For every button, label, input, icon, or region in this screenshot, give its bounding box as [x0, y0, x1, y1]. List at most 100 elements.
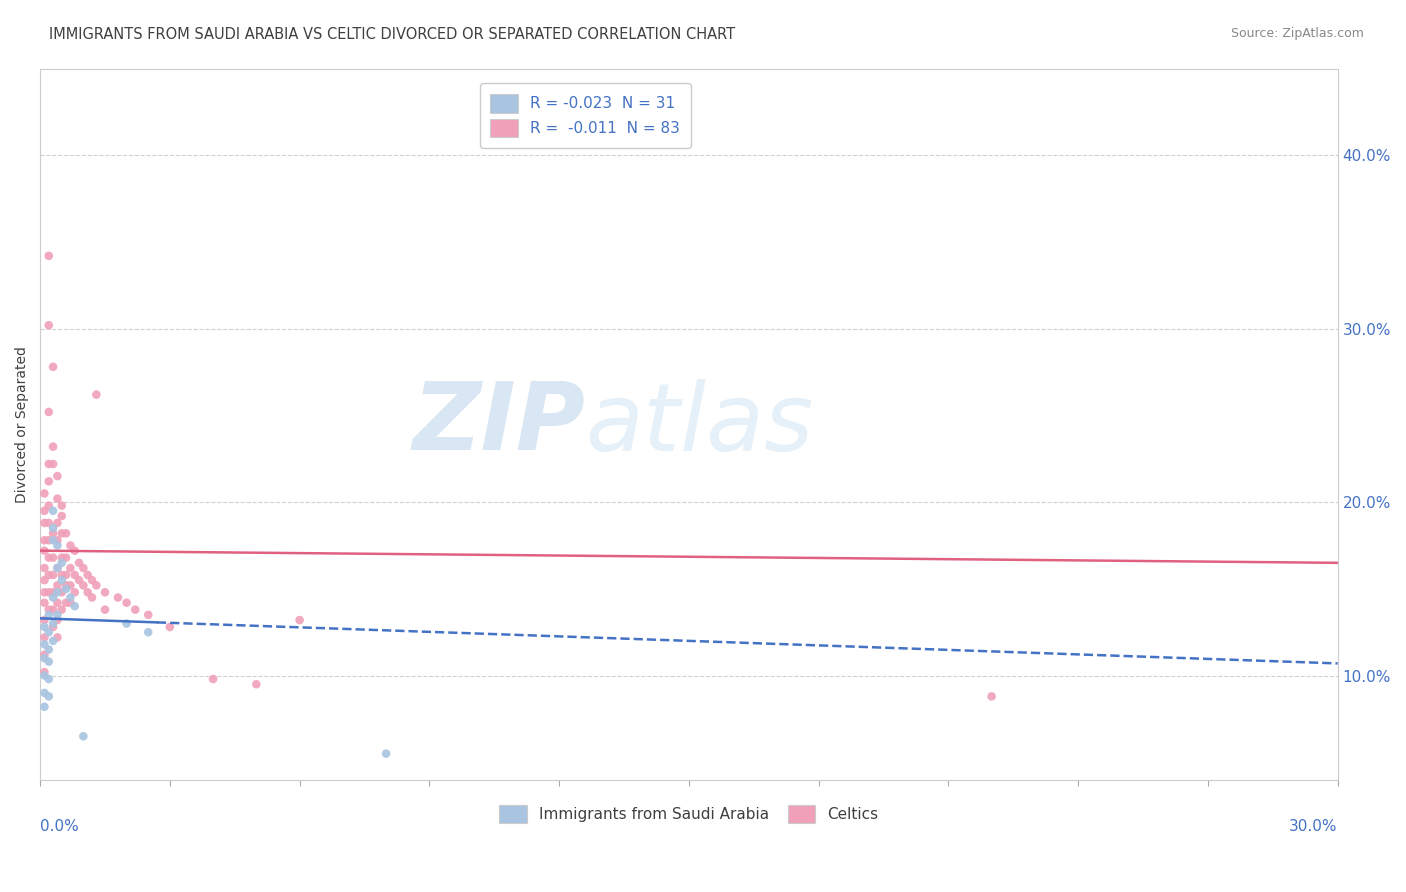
Point	[34, 533, 56, 548]
Point	[136, 625, 159, 640]
Point	[46, 533, 69, 548]
Point	[63, 568, 86, 582]
Point	[38, 499, 60, 513]
Point	[55, 578, 77, 592]
Point	[46, 607, 69, 622]
Point	[34, 637, 56, 651]
Point	[67, 556, 90, 570]
Point	[34, 543, 56, 558]
Point	[86, 387, 108, 401]
Point	[38, 533, 60, 548]
Point	[51, 573, 73, 587]
Point	[42, 504, 65, 518]
Point	[72, 729, 94, 743]
Point	[34, 585, 56, 599]
Point	[34, 651, 56, 665]
Point	[34, 561, 56, 575]
Point	[42, 457, 65, 471]
Point	[34, 620, 56, 634]
Point	[42, 633, 65, 648]
Text: Source: ZipAtlas.com: Source: ZipAtlas.com	[1230, 27, 1364, 40]
Point	[34, 699, 56, 714]
Point	[38, 475, 60, 489]
Point	[55, 526, 77, 541]
Point	[38, 642, 60, 657]
Point	[46, 561, 69, 575]
Point	[159, 620, 181, 634]
Point	[202, 672, 225, 686]
Point	[38, 690, 60, 704]
Point	[46, 469, 69, 483]
Text: 30.0%: 30.0%	[1289, 819, 1337, 834]
Text: IMMIGRANTS FROM SAUDI ARABIA VS CELTIC DIVORCED OR SEPARATED CORRELATION CHART: IMMIGRANTS FROM SAUDI ARABIA VS CELTIC D…	[49, 27, 735, 42]
Point	[42, 568, 65, 582]
Point	[59, 591, 82, 605]
Point	[94, 602, 117, 616]
Point	[245, 677, 267, 691]
Point	[38, 655, 60, 669]
Point	[63, 543, 86, 558]
Point	[55, 596, 77, 610]
Point	[59, 578, 82, 592]
Point	[46, 516, 69, 530]
Point	[136, 607, 159, 622]
Point	[34, 631, 56, 645]
Point	[59, 596, 82, 610]
Point	[124, 602, 146, 616]
Point	[38, 405, 60, 419]
Point	[46, 578, 69, 592]
Point	[42, 533, 65, 548]
Legend: Immigrants from Saudi Arabia, Celtics: Immigrants from Saudi Arabia, Celtics	[491, 796, 887, 832]
Point	[42, 440, 65, 454]
Point	[51, 602, 73, 616]
Point	[42, 521, 65, 535]
Point	[55, 582, 77, 596]
Point	[38, 607, 60, 622]
Point	[80, 573, 103, 587]
Point	[42, 591, 65, 605]
Point	[86, 578, 108, 592]
Point	[34, 504, 56, 518]
Point	[51, 585, 73, 599]
Point	[46, 596, 69, 610]
Point	[63, 585, 86, 599]
Point	[80, 591, 103, 605]
Text: ZIP: ZIP	[412, 378, 585, 470]
Point	[67, 573, 90, 587]
Point	[46, 585, 69, 599]
Point	[55, 568, 77, 582]
Point	[980, 690, 1002, 704]
Point	[34, 686, 56, 700]
Y-axis label: Divorced or Separated: Divorced or Separated	[15, 345, 30, 502]
Point	[94, 585, 117, 599]
Point	[115, 596, 138, 610]
Point	[51, 568, 73, 582]
Point	[42, 620, 65, 634]
Point	[51, 556, 73, 570]
Point	[107, 591, 129, 605]
Point	[42, 526, 65, 541]
Point	[38, 568, 60, 582]
Point	[34, 665, 56, 679]
Point	[76, 568, 98, 582]
Point	[38, 672, 60, 686]
Point	[34, 596, 56, 610]
Point	[51, 526, 73, 541]
Point	[34, 668, 56, 682]
Point	[34, 613, 56, 627]
Point	[115, 616, 138, 631]
Point	[38, 457, 60, 471]
Point	[46, 561, 69, 575]
Point	[59, 539, 82, 553]
Point	[34, 573, 56, 587]
Point	[42, 585, 65, 599]
Point	[46, 491, 69, 506]
Point	[42, 359, 65, 374]
Point	[38, 585, 60, 599]
Point	[63, 599, 86, 614]
Point	[34, 516, 56, 530]
Point	[375, 747, 398, 761]
Point	[34, 486, 56, 500]
Point	[46, 631, 69, 645]
Point	[76, 585, 98, 599]
